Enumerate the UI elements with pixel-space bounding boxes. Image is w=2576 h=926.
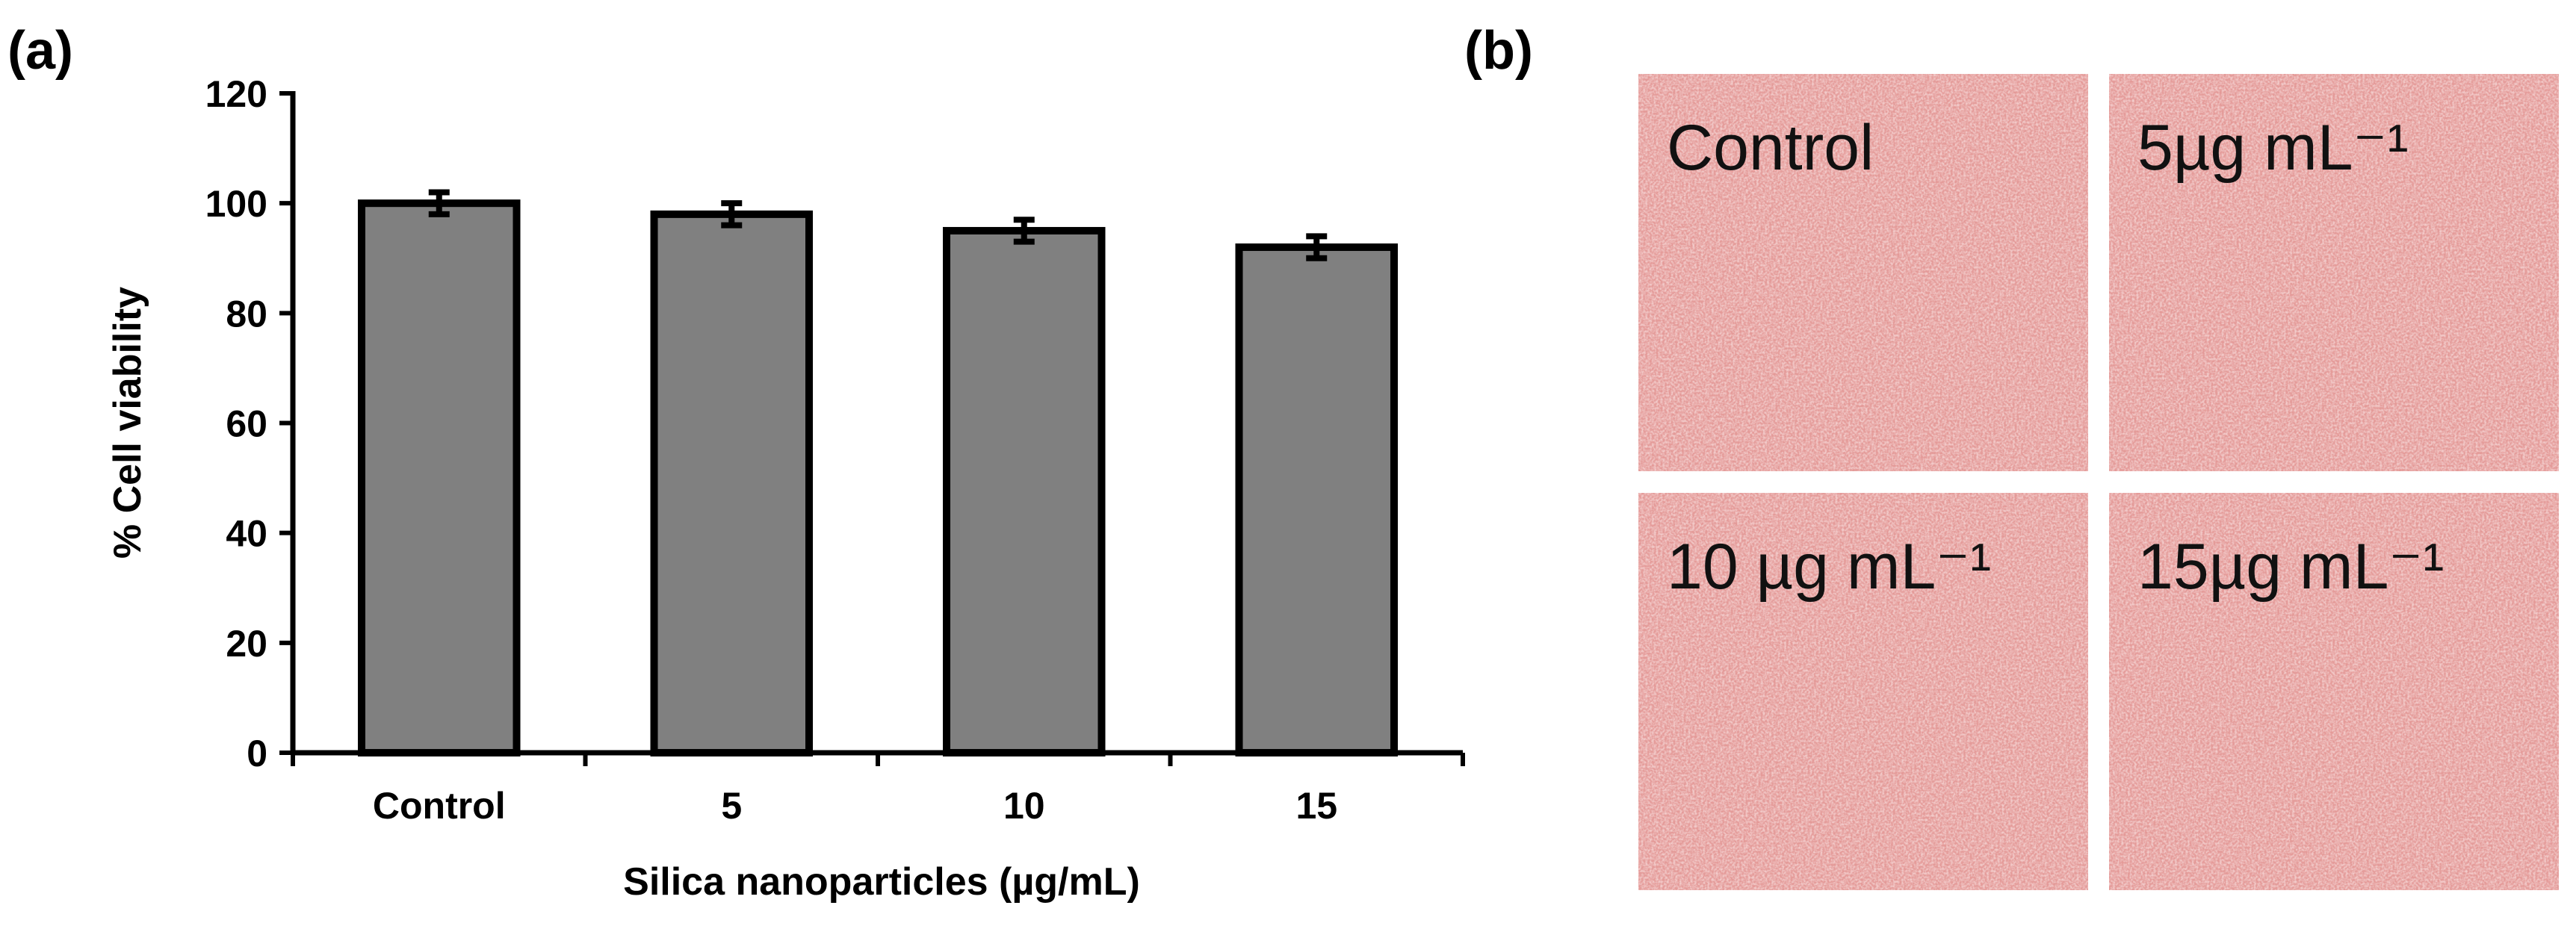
bar xyxy=(650,210,813,756)
bar xyxy=(943,226,1106,757)
x-tick-label: 10 xyxy=(1003,785,1045,827)
bar xyxy=(1235,243,1398,756)
y-tick-label: 100 xyxy=(205,183,267,225)
micrograph-texture xyxy=(1638,74,2088,471)
micrograph-texture xyxy=(2109,74,2559,471)
y-tick-label: 0 xyxy=(247,733,267,774)
error-bar xyxy=(1306,233,1328,261)
x-tick-label: Control xyxy=(373,785,506,827)
micrograph-texture xyxy=(1638,493,2088,890)
x-axis-title: Silica nanoparticles (µg/mL) xyxy=(623,860,1140,904)
micrograph-label: Control xyxy=(1667,112,1874,184)
y-tick-label: 40 xyxy=(226,513,267,555)
y-tick-label: 80 xyxy=(226,293,267,335)
y-tick-label: 120 xyxy=(205,73,267,115)
x-tick-label: 5 xyxy=(721,785,742,827)
y-axis-title: % Cell viability xyxy=(106,287,149,559)
panel-label: (b) xyxy=(1464,21,1533,81)
bar xyxy=(358,199,521,756)
micrograph-label: 15µg mL⁻¹ xyxy=(2137,531,2444,603)
micrograph-label: 5µg mL⁻¹ xyxy=(2137,112,2409,184)
y-tick-label: 60 xyxy=(226,403,267,445)
panel-label: (a) xyxy=(7,21,73,81)
micrograph-label: 10 µg mL⁻¹ xyxy=(1667,531,1991,603)
x-tick-label: 15 xyxy=(1295,785,1337,827)
error-bar xyxy=(428,189,450,217)
error-bar xyxy=(721,200,743,229)
y-tick-label: 20 xyxy=(226,623,267,665)
micrograph-texture xyxy=(2109,493,2559,890)
error-bar xyxy=(1013,217,1035,245)
